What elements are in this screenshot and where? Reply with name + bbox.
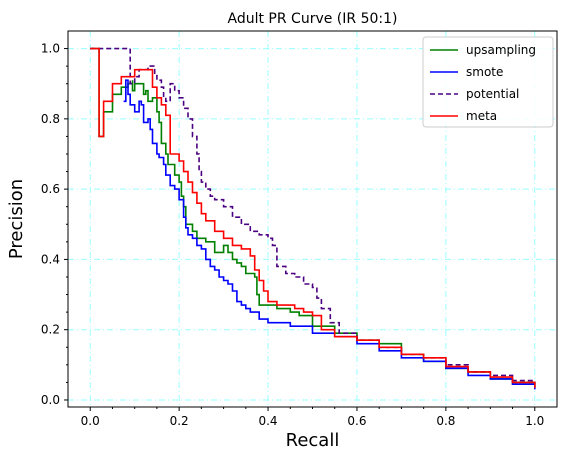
y-tick-label: 0.6 [41, 182, 60, 196]
y-tick-label: 0.8 [41, 112, 60, 126]
axis-ticks: 0.0 0.2 0.4 0.6 0.8 1.0 0.0 0.2 0.4 0.6 0.8 1.0 [41, 42, 544, 428]
series-line-potential [90, 47, 536, 388]
y-tick-label: 0.4 [41, 252, 60, 266]
series-line-smote [123, 79, 536, 390]
chart-title: Adult PR Curve (IR 50:1) [228, 11, 398, 27]
y-tick-label: 1.0 [41, 42, 60, 56]
legend-label-meta: meta [466, 109, 497, 123]
y-tick-label: 0.0 [41, 393, 60, 407]
x-tick-label: 0.8 [436, 414, 455, 428]
legend-label-upsampling: upsampling [466, 43, 536, 57]
series-line-upsampling [90, 47, 536, 388]
x-tick-label: 0.4 [258, 414, 277, 428]
series-lines [90, 47, 536, 390]
y-tick-label: 0.2 [41, 323, 60, 337]
legend-box [422, 36, 554, 128]
x-tick-label: 0.2 [170, 414, 189, 428]
legend: upsampling smote potential meta [422, 36, 554, 128]
series-line-meta [90, 47, 536, 388]
y-axis-title: Precision [6, 179, 27, 259]
x-tick-label: 0.6 [347, 414, 366, 428]
x-tick-label: 0.0 [81, 414, 100, 428]
x-tick-label: 1.0 [525, 414, 544, 428]
legend-label-potential: potential [466, 87, 519, 101]
legend-label-smote: smote [466, 65, 503, 79]
x-axis-title: Recall [286, 430, 340, 451]
